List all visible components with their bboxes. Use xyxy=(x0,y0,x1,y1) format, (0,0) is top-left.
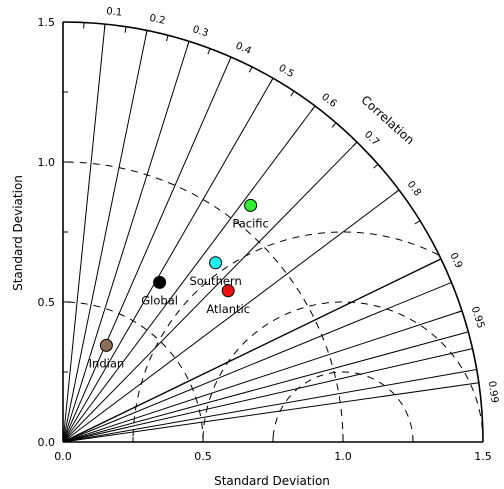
correlation-tick-label: 0.7 xyxy=(362,129,381,148)
correlation-tick-label: 0.1 xyxy=(106,6,123,19)
correlation-tick-label: 0.9 xyxy=(447,251,464,270)
y-tick-label: 0.5 xyxy=(38,296,56,309)
outer-arc-tick xyxy=(373,163,379,169)
correlation-tick-label: 0.8 xyxy=(405,179,423,198)
rms-arc xyxy=(132,231,439,443)
point-label-southern: Southern xyxy=(189,274,241,288)
correlation-line xyxy=(62,369,477,443)
point-label-atlantic: Atlantic xyxy=(206,302,250,316)
outer-arc-tick xyxy=(166,35,169,42)
correlation-tick-label: 0.95 xyxy=(469,305,486,330)
y-axis-ticks: 0.0 0.5 1.0 1.5 xyxy=(38,16,71,449)
correlation-line xyxy=(62,331,469,443)
outer-arc-tick xyxy=(145,30,148,37)
outer-arc-tick xyxy=(435,258,442,262)
x-axis-title: Standard Deviation xyxy=(214,474,330,488)
outer-arc xyxy=(62,21,484,443)
outer-arc-tick xyxy=(290,90,295,97)
outer-arc-tick xyxy=(310,105,316,112)
outer-arc-tick xyxy=(228,56,232,63)
point-atlantic xyxy=(221,284,235,298)
correlation-tick-label: 0.2 xyxy=(148,13,166,27)
correlation-line xyxy=(62,24,106,443)
correlation-line xyxy=(62,56,232,443)
outer-arc-tick xyxy=(269,78,274,84)
rms-arc xyxy=(202,301,484,443)
correlation-line xyxy=(62,310,463,443)
correlation-tick-label: 0.99 xyxy=(486,380,500,404)
correlation-lines xyxy=(62,24,479,443)
correlation-line xyxy=(62,41,190,443)
point-southern xyxy=(209,256,223,270)
point-global xyxy=(153,275,167,289)
y-axis-title: Standard Deviation xyxy=(11,175,25,291)
outer-arc-tick xyxy=(207,48,211,55)
outer-arc-tick xyxy=(393,189,400,195)
std-dev-arcs xyxy=(62,161,344,443)
outer-arc-tick xyxy=(456,310,463,314)
correlation-line xyxy=(62,189,400,443)
x-tick-label: 0.0 xyxy=(54,450,72,463)
outer-arc-tick xyxy=(331,122,337,128)
outer-arc-tick xyxy=(414,220,421,225)
x-tick-label: 1.5 xyxy=(474,450,492,463)
y-tick-label: 0.0 xyxy=(38,436,56,449)
point-label-indian: Indian xyxy=(89,356,125,370)
rms-arc xyxy=(272,371,414,442)
rms-arcs xyxy=(132,231,484,443)
x-tick-label: 0.5 xyxy=(194,450,212,463)
correlation-line xyxy=(62,382,479,443)
correlation-tick-label: 0.5 xyxy=(277,63,296,80)
correlation-line xyxy=(62,105,316,443)
y-tick-label: 1.0 xyxy=(38,156,56,169)
point-label-pacific: Pacific xyxy=(232,216,269,230)
x-axis-ticks: 0.0 0.5 1.0 1.5 xyxy=(54,434,492,463)
data-points: Pacific Southern Atlantic Global Indian xyxy=(89,198,269,370)
outer-arc-tick xyxy=(103,24,106,31)
outer-arc-tick xyxy=(124,26,127,33)
correlation-line xyxy=(62,281,452,443)
correlation-tick-label: 0.6 xyxy=(319,92,338,110)
outer-arc-tick xyxy=(352,141,358,147)
point-pacific xyxy=(244,198,258,212)
correlation-line xyxy=(62,78,274,443)
outer-arc-tick xyxy=(248,66,253,73)
std-dev-arc xyxy=(62,301,204,443)
correlation-line xyxy=(62,348,473,443)
correlation-line xyxy=(62,30,148,443)
point-indian xyxy=(99,338,113,352)
y-tick-label: 1.5 xyxy=(38,16,56,29)
correlation-tick-label: 0.4 xyxy=(234,41,253,57)
point-label-global: Global xyxy=(141,293,178,307)
correlation-tick-label: 0.3 xyxy=(191,24,209,39)
correlation-line xyxy=(62,258,442,443)
correlation-line xyxy=(62,141,358,443)
x-tick-label: 1.0 xyxy=(334,450,352,463)
outer-arc-tick xyxy=(186,41,190,48)
correlation-tick-labels: 0.1 0.2 0.3 0.4 0.5 0.6 0.7 0.8 0.9 0.95 0.99 xyxy=(106,6,500,404)
